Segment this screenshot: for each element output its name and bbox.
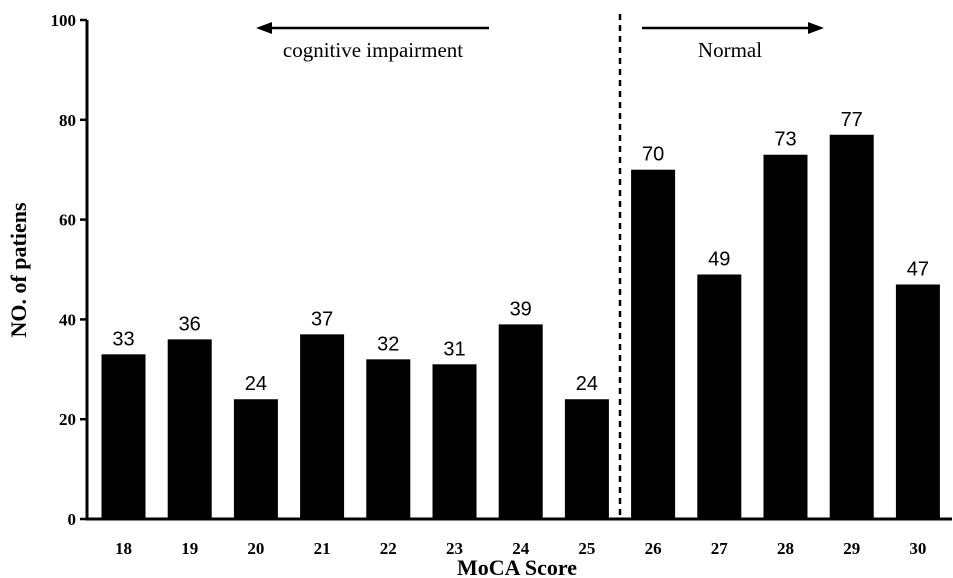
- data-label-28: 73: [774, 129, 796, 151]
- right-region-label: Normal: [698, 38, 762, 62]
- data-label-18: 33: [112, 328, 134, 350]
- x-tick-label-20: 20: [247, 539, 264, 558]
- bar-27: [697, 274, 742, 519]
- data-label-26: 70: [642, 144, 664, 166]
- x-tick-label-28: 28: [777, 539, 794, 558]
- y-tick-label-20: 20: [59, 410, 76, 429]
- x-tick-label-21: 21: [314, 539, 331, 558]
- y-tick-label-0: 0: [68, 510, 77, 529]
- bar-18: [101, 354, 146, 519]
- bar-26: [631, 169, 676, 519]
- bar-25: [564, 399, 609, 519]
- y-tick-label-40: 40: [59, 310, 76, 329]
- data-labels-group: 33 36 24 37 32 31 39 24 70 49 73 77 47: [112, 109, 929, 395]
- y-ticks-group: 0 20 40 60 80 100: [51, 11, 87, 529]
- data-label-22: 32: [377, 333, 399, 355]
- x-tick-label-26: 26: [645, 539, 662, 558]
- x-tick-label-29: 29: [843, 539, 860, 558]
- bar-30: [895, 284, 940, 519]
- left-arrow: [256, 22, 489, 34]
- bar-29: [829, 134, 874, 519]
- bar-20: [233, 399, 278, 519]
- y-tick-label-60: 60: [59, 211, 76, 230]
- data-label-21: 37: [311, 308, 333, 330]
- bar-22: [366, 359, 411, 519]
- data-label-23: 31: [443, 338, 465, 360]
- y-tick-label-80: 80: [59, 111, 76, 130]
- x-tick-label-25: 25: [578, 539, 595, 558]
- data-label-19: 36: [179, 313, 201, 335]
- bar-21: [300, 334, 345, 519]
- data-label-29: 77: [841, 109, 863, 131]
- right-arrow: [642, 22, 824, 34]
- data-label-20: 24: [245, 373, 267, 395]
- x-tick-label-30: 30: [909, 539, 926, 558]
- data-label-24: 39: [510, 298, 532, 320]
- x-tick-label-27: 27: [711, 539, 729, 558]
- bar-28: [763, 154, 808, 520]
- data-label-27: 49: [708, 248, 730, 270]
- x-tick-label-22: 22: [380, 539, 397, 558]
- x-tick-label-18: 18: [115, 539, 132, 558]
- bar-19: [167, 339, 212, 519]
- y-axis-title: NO. of patiens: [6, 202, 31, 338]
- left-region-label: cognitive impairment: [283, 38, 463, 62]
- bar-24: [498, 324, 543, 519]
- x-tick-label-23: 23: [446, 539, 463, 558]
- bars-group: [101, 134, 940, 520]
- data-label-30: 47: [907, 258, 929, 280]
- x-tick-label-24: 24: [512, 539, 530, 558]
- y-tick-label-100: 100: [51, 11, 77, 30]
- x-tick-label-19: 19: [181, 539, 198, 558]
- x-tick-labels-group: 18 19 20 21 22 23 24 25 26 27 28 29 30: [115, 539, 926, 558]
- data-label-25: 24: [576, 373, 598, 395]
- bar-23: [432, 364, 477, 519]
- x-axis-title: MoCA Score: [457, 555, 577, 578]
